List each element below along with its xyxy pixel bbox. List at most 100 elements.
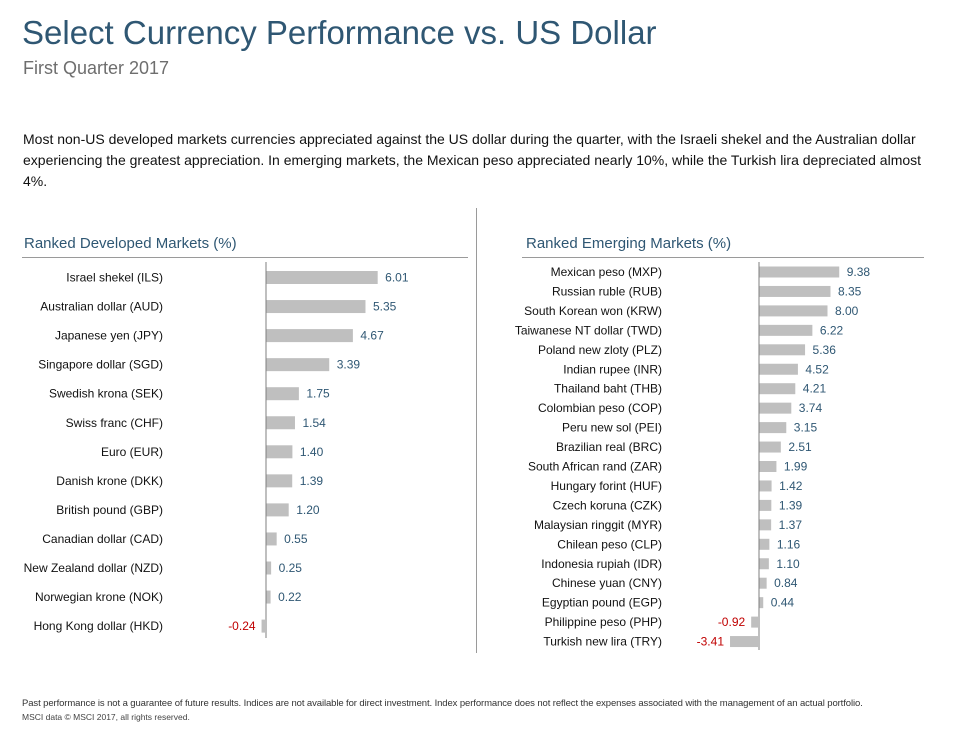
data-label: 1.37 (779, 518, 803, 532)
category-label: Russian ruble (RUB) (552, 284, 662, 298)
data-bar (266, 590, 271, 604)
data-bar (759, 422, 787, 434)
data-bar (266, 387, 299, 401)
category-label: Poland new zloty (PLZ) (538, 343, 662, 357)
category-label: Australian dollar (AUD) (40, 300, 163, 314)
data-label: 4.52 (805, 362, 829, 376)
data-label: 0.44 (771, 596, 795, 610)
data-bar (759, 538, 770, 550)
data-bar (266, 561, 272, 575)
data-label: -0.24 (228, 619, 256, 633)
category-label: South African rand (ZAR) (528, 460, 662, 474)
category-label: Peru new sol (PEI) (562, 421, 662, 435)
category-label: Indonesia rupiah (IDR) (541, 557, 662, 571)
data-bar (759, 383, 796, 395)
developed-heading-rule (22, 257, 468, 258)
data-label: 0.84 (774, 576, 798, 590)
developed-chart-title: Ranked Developed Markets (%) (24, 235, 237, 252)
data-bar (759, 480, 772, 492)
data-bar (266, 445, 293, 459)
data-bar (266, 474, 293, 488)
data-label: 1.16 (777, 537, 801, 551)
category-label: Israel shekel (ILS) (66, 271, 163, 285)
data-bar (266, 416, 295, 430)
data-label: 6.22 (820, 323, 844, 337)
data-label: 1.42 (779, 479, 803, 493)
data-bar (266, 503, 289, 517)
page-subtitle: First Quarter 2017 (23, 58, 170, 78)
category-label: Malaysian ringgit (MYR) (534, 518, 662, 532)
data-label: 3.39 (337, 358, 361, 372)
developed-markets-chart: Israel shekel (ILS) 6.01 Australian dollar… (24, 262, 409, 638)
data-bar (266, 532, 277, 546)
category-label: Hungary forint (HUF) (551, 479, 662, 493)
emerging-markets-chart: Mexican peso (MXP) 9.38 Russian ruble (RUB… (515, 262, 871, 650)
data-bar (759, 441, 781, 453)
data-bar (759, 499, 772, 511)
emerging-heading-rule (522, 257, 924, 258)
data-bar (759, 305, 828, 317)
category-label: Brazilian real (BRC) (556, 440, 662, 454)
category-label: Swiss franc (CHF) (66, 416, 163, 430)
category-label: Chinese yuan (CNY) (552, 576, 662, 590)
data-label: 6.01 (385, 271, 409, 285)
data-bar (266, 271, 378, 284)
category-label: Philippine peso (PHP) (545, 615, 662, 629)
data-label: 1.75 (306, 387, 330, 401)
data-label: 2.51 (788, 440, 812, 454)
category-label: Thailand baht (THB) (554, 382, 662, 396)
data-bar (266, 358, 330, 372)
data-bar (759, 266, 840, 278)
category-label: Norwegian krone (NOK) (35, 590, 163, 604)
data-label: 1.10 (776, 557, 800, 571)
data-bar (759, 363, 798, 375)
category-label: Singapore dollar (SGD) (38, 358, 163, 372)
category-label: Danish krone (DKK) (56, 474, 163, 488)
chart-divider (476, 208, 477, 653)
data-bar (261, 619, 266, 633)
category-label: Czech koruna (CZK) (553, 498, 662, 512)
data-label: 1.39 (779, 498, 803, 512)
data-bar (759, 519, 772, 531)
data-bar (759, 324, 813, 336)
data-label: 0.55 (284, 532, 308, 546)
data-label: 3.74 (799, 401, 823, 415)
data-bar (759, 402, 792, 414)
data-label: 9.38 (847, 265, 871, 279)
data-label: 1.40 (300, 445, 324, 459)
emerging-chart-title: Ranked Emerging Markets (%) (526, 235, 732, 252)
data-label: 0.25 (279, 561, 303, 575)
data-label: 1.54 (302, 416, 326, 430)
data-label: 1.99 (784, 460, 808, 474)
intro-paragraph: Most non-US developed markets currencies… (23, 131, 922, 189)
data-label: 8.00 (835, 304, 859, 318)
data-bar (759, 285, 831, 297)
data-label: 0.22 (278, 590, 302, 604)
data-label: 3.15 (794, 421, 818, 435)
data-label: 4.21 (803, 382, 827, 396)
data-bar (759, 461, 777, 472)
data-label: 1.39 (300, 474, 324, 488)
footer-disclaimer: Past performance is not a guarantee of f… (22, 698, 863, 709)
category-label: Indian rupee (INR) (563, 362, 662, 376)
data-bar (751, 616, 759, 628)
data-bar (759, 558, 769, 570)
footer-source: MSCI data © MSCI 2017, all rights reserv… (22, 712, 190, 722)
data-label: 8.35 (838, 284, 862, 298)
category-label: Colombian peso (COP) (538, 401, 662, 415)
data-label: -0.92 (718, 615, 746, 629)
data-bar (730, 636, 759, 648)
data-bar (759, 597, 764, 609)
data-label: 5.35 (373, 300, 397, 314)
data-bar (759, 344, 806, 356)
category-label: Hong Kong dollar (HKD) (34, 619, 163, 633)
category-label: Chilean peso (CLP) (557, 537, 662, 551)
category-label: Swedish krona (SEK) (49, 387, 163, 401)
data-bar (759, 577, 767, 589)
data-label: 5.36 (813, 343, 837, 357)
category-label: Euro (EUR) (101, 445, 163, 459)
category-label: Taiwanese NT dollar (TWD) (515, 323, 662, 337)
category-label: Turkish new lira (TRY) (543, 635, 662, 649)
data-label: 1.20 (296, 503, 320, 517)
category-label: British pound (GBP) (56, 503, 163, 517)
